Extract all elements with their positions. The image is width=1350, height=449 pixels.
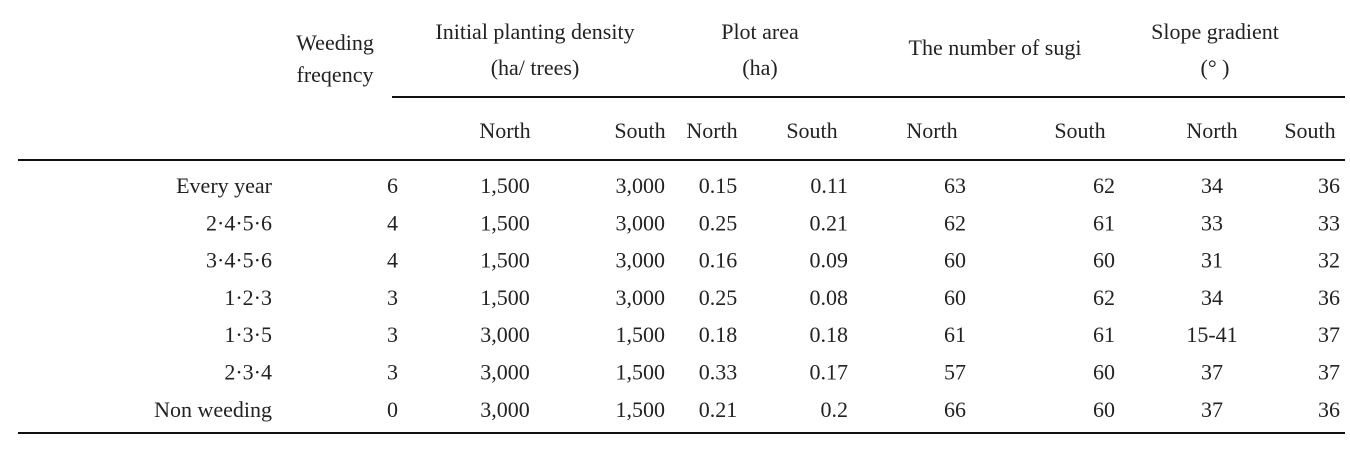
cell: 3,000 (616, 210, 666, 235)
cell: 61 (1093, 210, 1115, 235)
cell: 0.15 (699, 173, 738, 198)
cell: 62 (1093, 173, 1115, 198)
cell: 33 (1318, 210, 1340, 235)
group-header: The number of sugi (909, 35, 1082, 60)
cell: 33 (1201, 210, 1223, 235)
cell: 37 (1318, 360, 1340, 385)
cell: 0.18 (810, 322, 849, 347)
cell: 62 (1093, 285, 1115, 310)
subheader: South (614, 118, 665, 143)
cell: 0.33 (699, 360, 738, 385)
cell: 4 (387, 210, 398, 235)
cell: 37 (1201, 360, 1223, 385)
cell: 66 (944, 397, 966, 422)
group-header: Plot area (721, 19, 799, 44)
cell: 36 (1318, 173, 1340, 198)
cell: 4 (387, 248, 398, 273)
cell: 3,000 (616, 248, 666, 273)
row-label: 2·4·5·6 (206, 210, 272, 235)
cell: 3 (387, 285, 398, 310)
cell: 0.16 (699, 248, 738, 273)
cell: 0.25 (699, 210, 738, 235)
cell: 0.18 (699, 322, 738, 347)
subheader: North (1186, 118, 1237, 143)
group-header: (ha/ trees) (491, 55, 580, 80)
row-label: 1·3·5 (224, 322, 272, 347)
row-label: 3·4·5·6 (206, 248, 272, 273)
group-header: Initial planting density (435, 19, 634, 44)
cell: 15-41 (1186, 322, 1237, 347)
cell: 32 (1318, 248, 1340, 273)
header-cell: Weeding (296, 30, 374, 55)
row-label: 2·3·4 (224, 360, 272, 385)
cell: 3,000 (616, 173, 666, 198)
subheader: South (786, 118, 837, 143)
cell: 60 (1093, 360, 1115, 385)
subheader: North (906, 118, 957, 143)
cell: 0.08 (810, 285, 849, 310)
group-header: (ha) (742, 55, 777, 80)
cell: 62 (944, 210, 966, 235)
subheader: North (686, 118, 737, 143)
cell: 3,000 (480, 360, 530, 385)
cell: 3,000 (616, 285, 666, 310)
cell: 0.25 (699, 285, 738, 310)
cell: 0.21 (699, 397, 738, 422)
subheader: South (1284, 118, 1335, 143)
cell: 0.2 (821, 397, 849, 422)
cell: 0.21 (810, 210, 849, 235)
group-header: Slope gradient (1151, 19, 1279, 44)
cell: 3 (387, 360, 398, 385)
row-label: Non weeding (154, 397, 272, 422)
cell: 1,500 (616, 397, 666, 422)
cell: 1,500 (616, 360, 666, 385)
cell: 1,500 (480, 248, 530, 273)
cell: 3,000 (480, 322, 530, 347)
cell: 61 (944, 322, 966, 347)
cell: 1,500 (480, 285, 530, 310)
cell: 6 (387, 173, 398, 198)
cell: 1,500 (616, 322, 666, 347)
subheader: South (1054, 118, 1105, 143)
cell: 63 (944, 173, 966, 198)
cell: 0.09 (810, 248, 849, 273)
cell: 3 (387, 322, 398, 347)
cell: 0.11 (810, 173, 848, 198)
cell: 0 (387, 397, 398, 422)
cell: 1,500 (480, 210, 530, 235)
cell: 34 (1201, 173, 1223, 198)
cell: 60 (944, 285, 966, 310)
cell: 36 (1318, 397, 1340, 422)
row-label: 1·2·3 (224, 285, 272, 310)
group-header: (° ) (1201, 55, 1230, 80)
cell: 36 (1318, 285, 1340, 310)
cell: 3,000 (480, 397, 530, 422)
row-label: Every year (176, 173, 273, 198)
subheader: North (479, 118, 530, 143)
cell: 34 (1201, 285, 1223, 310)
cell: 60 (944, 248, 966, 273)
cell: 31 (1201, 248, 1223, 273)
cell: 0.17 (810, 360, 849, 385)
cell: 37 (1318, 322, 1340, 347)
cell: 1,500 (480, 173, 530, 198)
cell: 61 (1093, 322, 1115, 347)
cell: 57 (944, 360, 966, 385)
cell: 60 (1093, 248, 1115, 273)
cell: 37 (1201, 397, 1223, 422)
header-cell: freqency (297, 62, 374, 87)
cell: 60 (1093, 397, 1115, 422)
